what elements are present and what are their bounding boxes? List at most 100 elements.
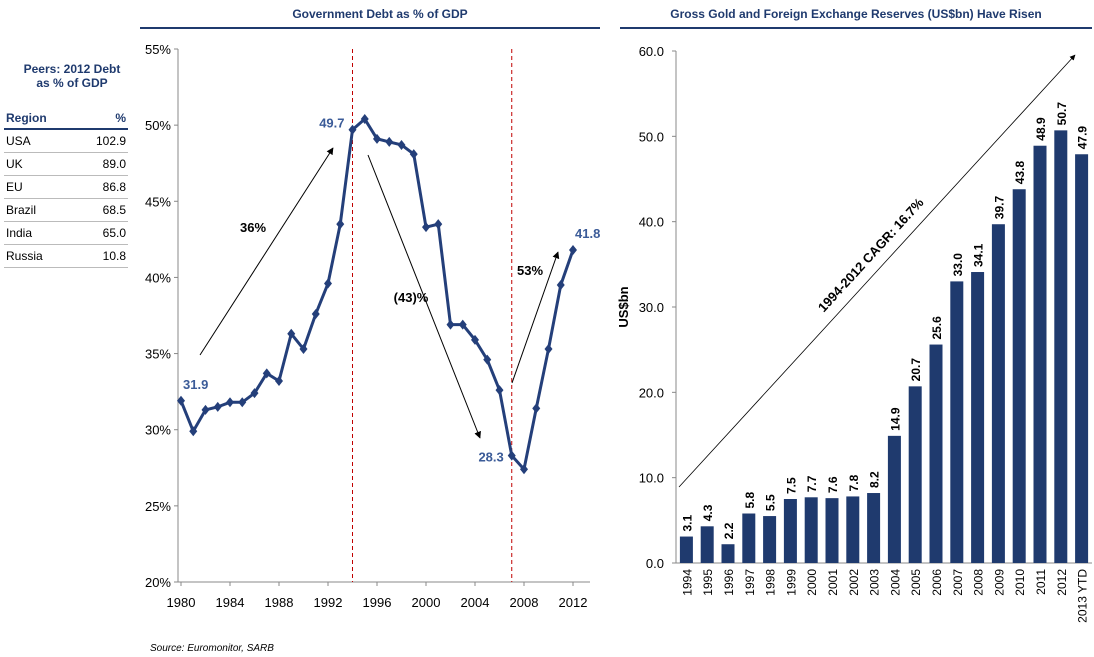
annotation-arrow [367,154,481,439]
x-tick-label: 2004 [888,569,902,596]
table-cell: 89.0 [74,152,128,176]
y-tick-label: 55% [145,42,171,57]
table-cell: UK [4,152,75,176]
table-row: EU 86.8 [4,175,128,199]
x-tick-label: 1996 [363,595,392,610]
bar-label: 3.1 [680,515,694,532]
annotation: (43)% [394,290,429,305]
bar-label: 34.1 [972,243,986,267]
data-point [458,319,467,330]
data-point [532,403,541,414]
table-cell: 65.0 [74,221,128,245]
annotation: 1994-2012 CAGR: 16.7% [815,195,927,315]
y-axis-label: US$bn [616,286,631,327]
x-tick-label: 2010 [1013,569,1027,596]
data-point [446,319,455,330]
x-tick-label: 1999 [784,569,798,596]
bar-label: 33.0 [951,253,965,277]
bar [991,224,1005,563]
data-point [177,395,185,406]
data-point [348,124,357,135]
x-tick-label: 2000 [805,569,819,596]
y-tick-label: 60.0 [639,44,664,59]
data-point [287,328,296,339]
x-tick-label: 2004 [461,595,490,610]
annotation-arrow [678,54,1076,488]
x-tick-label: 1995 [701,569,715,596]
x-tick-label: 2007 [951,569,965,596]
data-point [483,354,492,365]
header-cell: Region [4,108,75,130]
data-point [409,149,418,160]
x-tick-label: 1988 [265,595,294,610]
bar-label: 7.7 [805,475,819,492]
table-body: USA 102.9 UK 89.0 EU 86.8 Brazil 68.5 India 65.0 R… [4,129,128,268]
table-cell: Brazil [4,198,75,222]
data-point [520,464,528,475]
source-note: Source: Euromonitor, SARB [150,643,274,654]
bar-label: 7.8 [847,474,861,491]
data-point [299,344,308,355]
data-point [189,426,198,437]
bar-label: 7.5 [784,477,798,494]
data-label: 31.9 [183,377,208,392]
debt-line [179,116,575,473]
table-row: Brazil 68.5 [4,198,128,222]
table-cell: 68.5 [74,198,128,222]
data-point [238,397,247,408]
y-tick-label: 40.0 [639,215,664,230]
x-tick-label: 2008 [972,569,986,596]
peers-table: Peers: 2012 Debt as % of GDP Region % US… [4,62,128,268]
y-tick-label: 45% [145,194,171,209]
annotation: 53% [517,263,543,278]
table-cell: EU [4,175,75,199]
bar-label: 50.7 [1055,102,1069,126]
bar [721,544,735,563]
table-cell: 86.8 [74,175,128,199]
data-point [262,368,271,379]
y-tick-label: 0.0 [646,556,664,571]
data-point [434,219,443,230]
data-point [226,397,234,408]
bar [742,513,756,563]
bar-label: 4.3 [701,504,715,521]
table-cell: Russia [4,244,75,268]
bar [763,516,777,563]
bar [846,496,860,563]
data-point [360,114,369,125]
y-tick-label: 20% [145,575,171,590]
x-tick-label: 1992 [314,595,343,610]
y-tick-label: 40% [145,270,171,285]
data-point [201,404,210,415]
data-label: 28.3 [478,450,503,465]
bar-label: 39.7 [992,196,1006,220]
data-point [336,219,345,230]
annotation: 36% [240,220,266,235]
header-row: Region % [4,108,128,130]
data-point [213,401,222,412]
bar [950,281,964,563]
bar [783,499,797,563]
bar [1033,145,1047,563]
bar-label: 2.2 [722,522,736,539]
data-point [385,136,394,147]
x-tick-label: 2011 [1034,569,1048,595]
table: Region % USA 102.9 UK 89.0 EU 86.8 Brazil 68.5 I… [4,108,128,268]
data-point [507,450,516,461]
annotation-arrow [511,251,560,384]
table-row: USA 102.9 [4,129,128,153]
x-tick-label: 1994 [680,569,694,596]
x-tick-label: 2005 [909,569,923,596]
data-point [275,375,283,386]
y-tick-label: 35% [145,347,171,362]
x-tick-label: 2013 YTD [1076,569,1090,623]
y-tick-label: 20.0 [639,385,664,400]
x-tick-label: 2012 [1055,569,1069,596]
x-tick-label: 2008 [510,595,539,610]
table-cell: USA [4,129,75,153]
bar-label: 8.2 [868,471,882,488]
data-point [556,280,565,291]
header-cell: % [74,108,128,130]
bar-label: 48.9 [1034,117,1048,141]
x-tick-label: 1998 [764,569,778,596]
